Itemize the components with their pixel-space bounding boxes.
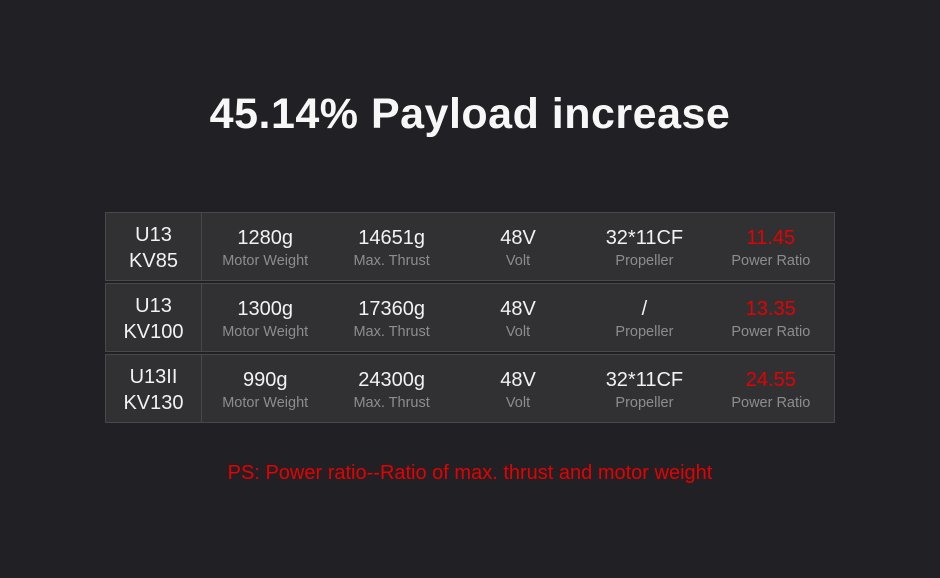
power-ratio-note: PS: Power ratio--Ratio of max. thrust an… bbox=[227, 462, 713, 484]
cell-label: Max. Thrust bbox=[353, 394, 430, 411]
model-kv: KV100 bbox=[123, 321, 184, 343]
table-row-u13ii-kv130: U13II KV130 990g Motor Weight 24300g Max… bbox=[105, 354, 835, 423]
page-title: 45.14% Payload increase bbox=[209, 90, 731, 138]
cell-value-highlight: 11.45 bbox=[746, 226, 796, 249]
cell-volt: 48V Volt bbox=[455, 213, 581, 280]
cell-propeller: / Propeller bbox=[581, 284, 707, 351]
cell-max-thrust: 24300g Max. Thrust bbox=[328, 355, 454, 422]
cell-value: 14651g bbox=[358, 226, 425, 249]
cell-label: Volt bbox=[505, 252, 531, 269]
model-name: U13II bbox=[129, 366, 178, 388]
model-kv: KV85 bbox=[129, 250, 178, 272]
table-row-u13-kv85: U13 KV85 1280g Motor Weight 14651g Max. … bbox=[105, 212, 835, 281]
cell-power-ratio: 13.35 Power Ratio bbox=[708, 284, 834, 351]
cell-value: 990g bbox=[242, 368, 288, 391]
cell-model: U13 KV100 bbox=[106, 284, 202, 351]
cell-value-highlight: 24.55 bbox=[745, 368, 796, 391]
cell-label: Power Ratio bbox=[731, 323, 811, 340]
cell-label: Motor Weight bbox=[222, 252, 309, 269]
cell-motor-weight: 990g Motor Weight bbox=[202, 355, 328, 422]
cell-value: 48V bbox=[500, 368, 536, 391]
cell-value-highlight: 13.35 bbox=[745, 297, 796, 320]
cell-power-ratio: 24.55 Power Ratio bbox=[708, 355, 834, 422]
cell-label: Power Ratio bbox=[731, 394, 811, 411]
cell-volt: 48V Volt bbox=[455, 284, 581, 351]
cell-label: Volt bbox=[505, 394, 531, 411]
cell-value: / bbox=[641, 297, 648, 320]
model-kv: KV130 bbox=[123, 392, 184, 414]
spec-comparison-table: U13 KV85 1280g Motor Weight 14651g Max. … bbox=[105, 212, 835, 425]
cell-label: Propeller bbox=[615, 323, 674, 340]
cell-model: U13 KV85 bbox=[106, 213, 202, 280]
cell-value: 32*11CF bbox=[605, 226, 684, 249]
cell-label: Propeller bbox=[615, 394, 674, 411]
table-row-u13-kv100: U13 KV100 1300g Motor Weight 17360g Max.… bbox=[105, 283, 835, 352]
model-name: U13 bbox=[135, 224, 172, 246]
cell-label: Volt bbox=[505, 323, 531, 340]
cell-label: Motor Weight bbox=[222, 323, 309, 340]
cell-volt: 48V Volt bbox=[455, 355, 581, 422]
cell-model: U13II KV130 bbox=[106, 355, 202, 422]
cell-value: 17360g bbox=[358, 297, 425, 320]
cell-value: 32*11CF bbox=[605, 368, 684, 391]
cell-label: Max. Thrust bbox=[353, 252, 430, 269]
cell-max-thrust: 14651g Max. Thrust bbox=[328, 213, 454, 280]
cell-value: 1280g bbox=[237, 226, 294, 249]
cell-label: Power Ratio bbox=[731, 252, 811, 269]
cell-propeller: 32*11CF Propeller bbox=[581, 213, 707, 280]
cell-label: Propeller bbox=[615, 252, 674, 269]
cell-power-ratio: 11.45 Power Ratio bbox=[708, 213, 834, 280]
model-name: U13 bbox=[135, 295, 172, 317]
cell-value: 24300g bbox=[358, 368, 425, 391]
cell-value: 1300g bbox=[237, 297, 294, 320]
cell-motor-weight: 1280g Motor Weight bbox=[202, 213, 328, 280]
cell-motor-weight: 1300g Motor Weight bbox=[202, 284, 328, 351]
cell-value: 48V bbox=[500, 297, 536, 320]
cell-label: Max. Thrust bbox=[353, 323, 430, 340]
cell-propeller: 32*11CF Propeller bbox=[581, 355, 707, 422]
cell-value: 48V bbox=[500, 226, 536, 249]
cell-max-thrust: 17360g Max. Thrust bbox=[328, 284, 454, 351]
cell-label: Motor Weight bbox=[222, 394, 309, 411]
